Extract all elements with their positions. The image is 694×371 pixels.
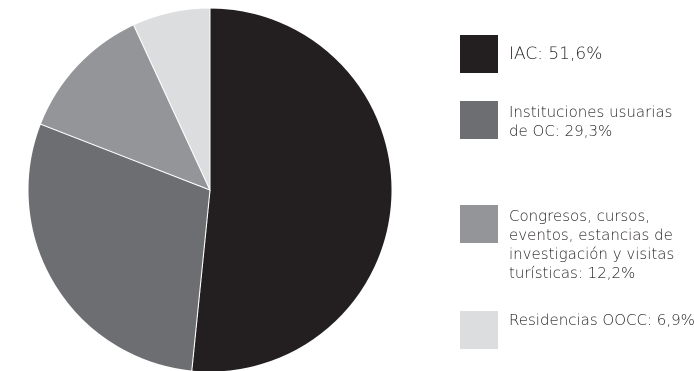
legend-swatch-residencias <box>460 311 498 349</box>
legend-swatch-instituciones <box>460 101 498 139</box>
legend-label-congresos: Congresos, cursos, eventos, estancias de… <box>509 207 675 282</box>
legend-swatch-congresos <box>460 205 498 243</box>
legend-label-instituciones: Instituciones usuarias de OC: 29,3% <box>509 103 673 140</box>
pie-chart <box>27 7 393 371</box>
legend-label-iac: IAC: 51,6% <box>509 44 603 64</box>
legend-item-instituciones: Instituciones usuarias de OC: 29,3% <box>460 101 694 141</box>
legend: IAC: 51,6% Instituciones usuarias de OC:… <box>460 0 694 371</box>
pie-slice-instituciones <box>27 123 211 371</box>
legend-item-iac: IAC: 51,6% <box>460 35 694 73</box>
pie-slice-congresos <box>39 24 211 191</box>
legend-item-congresos: Congresos, cursos, eventos, estancias de… <box>460 205 694 283</box>
legend-item-residencias: Residencias OOCC: 6,9% <box>460 311 694 349</box>
pie-slice-iac <box>191 7 393 371</box>
legend-swatch-iac <box>460 35 498 73</box>
legend-label-residencias: Residencias OOCC: 6,9% <box>509 311 694 329</box>
pie-slice-residencias <box>132 7 211 191</box>
